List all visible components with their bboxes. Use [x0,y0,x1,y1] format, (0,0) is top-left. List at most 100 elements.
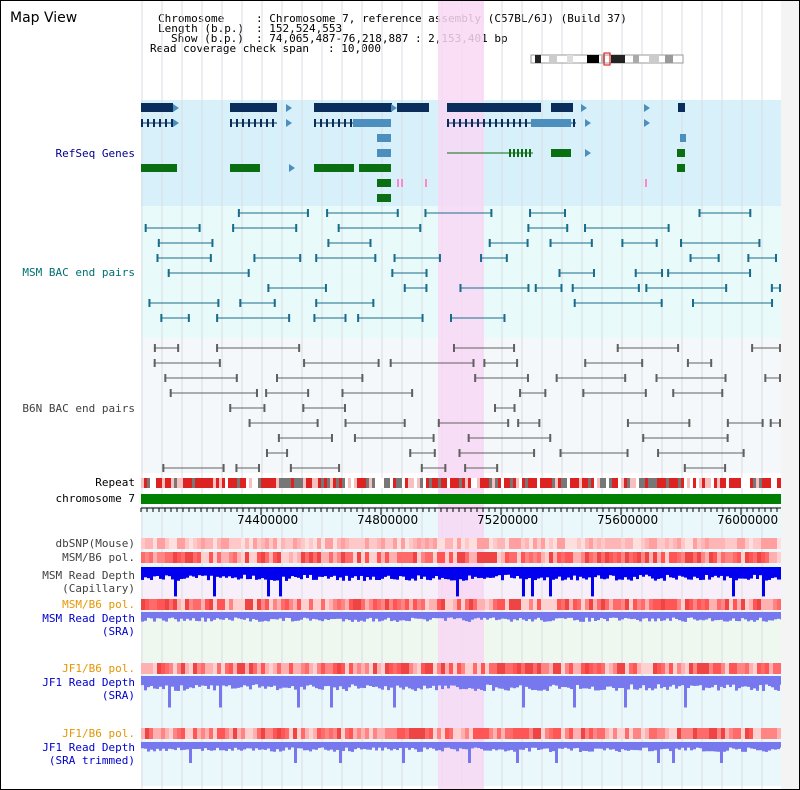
jf1-b6-pol-strip [677,663,681,674]
jf1-b6-pol-strip [313,728,317,739]
track-label-jf1-depth-sra-1[interactable]: JF1 Read Depth [42,676,135,689]
repeat-segment [636,478,639,488]
jf1-b6-pol-strip [717,663,721,674]
msm-capillary-depth-bar [546,567,549,578]
jf1-b6-pol-strip [385,728,389,739]
repeat-segment [471,478,474,488]
repeat-segment [516,478,519,488]
jf1-trimmed-depth-bar [174,742,177,751]
track-label-msm-b6-pol-2[interactable]: MSM/B6 pol. [62,598,135,611]
b6n-bac-end [467,434,470,442]
gene-exon [573,119,575,127]
msm-sra-depth-bar [396,612,399,622]
jf1-sra-depth-bar [207,676,210,689]
msm-sra-depth-bar [285,612,288,618]
msm-capillary-depth-bar [684,567,687,578]
repeat-segment [711,478,714,488]
repeat-segment [189,478,192,488]
msm-bac-end [747,254,750,262]
msm-bac-end [563,209,566,217]
msm-b6-pol-strip [377,599,381,610]
track-label-jf1-b6-pol-1[interactable]: JF1/B6 pol. [62,662,135,675]
jf1-b6-pol-strip [553,663,557,674]
jf1-sra-depth-bar [522,676,525,708]
track-label-refseq-genes[interactable]: RefSeq Genes [55,147,135,160]
track-label-msm-b6-pol-1[interactable]: MSM/B6 pol. [62,551,135,564]
msm-bac-end [566,224,569,232]
jf1-trimmed-depth-bar [207,742,210,751]
track-label-dbsnp[interactable]: dbSNP(Mouse) [55,537,135,550]
msm-capillary-depth-bar [687,567,690,580]
jf1-trimmed-depth-bar [273,742,276,752]
dbsnp-strip [689,538,693,549]
repeat-segment [699,478,702,488]
jf1-b6-pol-strip [369,728,373,739]
msm-b6-pol-strip [265,552,269,563]
repeat-segment [585,478,588,488]
msm-sra-depth-bar [336,612,339,619]
track-label-b6n-bac[interactable]: B6N BAC end pairs [22,402,135,415]
track-label-jf1-depth-trim-1[interactable]: JF1 Read Depth [42,741,135,754]
msm-b6-pol-strip [153,599,157,610]
b6n-bac-end [265,449,268,457]
b6n-bac-end [526,374,529,382]
dbsnp-strip [469,538,473,549]
msm-b6-pol-strip [149,552,153,563]
msm-bac-end [560,284,563,292]
jf1-b6-pol-strip [461,728,465,739]
jf1-trimmed-depth-bar [759,742,762,751]
track-label-jf1-b6-pol-2[interactable]: JF1/B6 pol. [62,727,135,740]
msm-capillary-depth-bar [411,567,414,579]
msm-sra-depth-bar [630,612,633,620]
msm-b6-pol-strip [629,552,633,563]
jf1-b6-pol-strip [653,728,657,739]
jf1-trimmed-depth-bar [153,742,156,752]
dbsnp-strip [141,538,145,549]
b6n-bac-end [677,344,680,352]
msm-capillary-depth-bar [435,567,438,577]
jf1-trimmed-depth-bar [714,742,717,752]
track-label-repeat[interactable]: Repeat [95,476,135,489]
msm-capillary-depth-bar [621,567,624,580]
msm-b6-pol-strip [693,599,697,610]
msm-capillary-depth-bar [363,567,366,581]
jf1-b6-pol-strip [525,728,529,739]
dbsnp-strip [389,538,393,549]
jf1-trimmed-depth-bar [537,742,540,750]
msm-b6-pol-strip [429,552,433,563]
jf1-b6-pol-strip [321,728,325,739]
jf1-trimmed-depth-bar [312,742,315,750]
repeat-segment [420,478,423,488]
jf1-b6-pol-strip [301,663,305,674]
msm-capillary-depth-bar [240,567,243,579]
repeat-segment [603,478,606,488]
msm-sra-depth-bar [717,612,720,621]
jf1-trimmed-depth-bar [333,742,336,752]
dbsnp-strip [437,538,441,549]
jf1-b6-pol-strip [321,663,325,674]
msm-b6-pol-strip [497,552,501,563]
b6n-bac-end [307,389,310,397]
msm-sra-depth-bar [516,612,519,621]
msm-bac-end [488,239,491,247]
msm-capillary-depth-bar [576,567,579,581]
msm-bac-end [438,254,441,262]
msm-sra-depth-bar [288,612,291,619]
msm-b6-pol-strip [649,552,653,563]
track-label-chromosome[interactable]: chromosome 7 [55,492,135,505]
msm-capillary-depth-bar [420,567,423,579]
jf1-trimmed-depth-bar [471,742,474,749]
jf1-b6-pol-strip [633,663,637,674]
track-label-msm-depth-cap-1[interactable]: MSM Read Depth [42,569,135,582]
jf1-sra-depth-bar [282,676,285,688]
track-label-msm-depth-sra-1[interactable]: MSM Read Depth [42,612,135,625]
msm-b6-pol-strip [301,599,305,610]
jf1-trimmed-depth-bar [603,742,606,751]
dbsnp-strip [165,538,169,549]
repeat-segment [183,478,186,488]
msm-bac-end [758,239,761,247]
jf1-trimmed-depth-bar [393,742,396,749]
track-label-msm-bac[interactable]: MSM BAC end pairs [22,266,135,279]
ideogram-band [587,55,599,63]
